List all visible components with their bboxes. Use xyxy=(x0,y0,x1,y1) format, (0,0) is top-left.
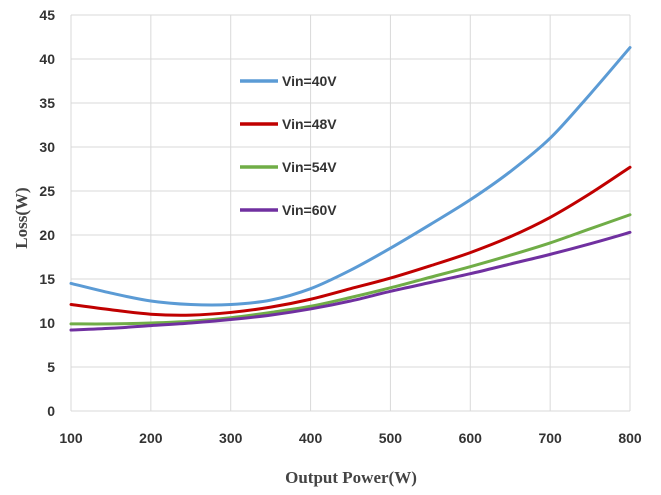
y-tick-label: 45 xyxy=(39,7,55,23)
y-tick-label: 5 xyxy=(47,359,55,375)
y-tick-label: 0 xyxy=(47,403,55,419)
x-tick-label: 300 xyxy=(219,430,243,446)
legend-label-vin-60v: Vin=60V xyxy=(282,202,337,218)
x-tick-label: 500 xyxy=(379,430,403,446)
series-line-vin-60v xyxy=(69,230,632,332)
y-tick-label: 30 xyxy=(39,139,55,155)
y-tick-label: 10 xyxy=(39,315,55,331)
series-line-vin-54v xyxy=(69,213,632,326)
x-axis-title: Output Power(W) xyxy=(285,468,417,487)
grid xyxy=(70,14,631,412)
x-tick-labels: 100 200 300 400 500 600 700 800 xyxy=(59,430,642,446)
series-line-vin-48v xyxy=(69,165,632,317)
y-tick-labels: 0 5 10 15 20 25 30 35 40 45 xyxy=(39,7,55,419)
y-tick-label: 20 xyxy=(39,227,55,243)
x-tick-label: 400 xyxy=(299,430,323,446)
y-tick-label: 40 xyxy=(39,51,55,67)
x-tick-label: 200 xyxy=(139,430,163,446)
y-tick-label: 35 xyxy=(39,95,55,111)
series-lines xyxy=(69,46,632,332)
series-line-vin-40v xyxy=(69,46,632,307)
legend: Vin=40V Vin=48V Vin=54V Vin=60V xyxy=(240,73,337,218)
legend-label-vin-40v: Vin=40V xyxy=(282,73,337,89)
x-tick-label: 700 xyxy=(538,430,562,446)
y-tick-label: 25 xyxy=(39,183,55,199)
y-tick-label: 15 xyxy=(39,271,55,287)
x-tick-label: 100 xyxy=(59,430,83,446)
x-tick-label: 600 xyxy=(459,430,483,446)
y-axis-title: Loss(W) xyxy=(12,187,31,248)
legend-label-vin-48v: Vin=48V xyxy=(282,116,337,132)
x-tick-label: 800 xyxy=(618,430,642,446)
legend-label-vin-54v: Vin=54V xyxy=(282,159,337,175)
